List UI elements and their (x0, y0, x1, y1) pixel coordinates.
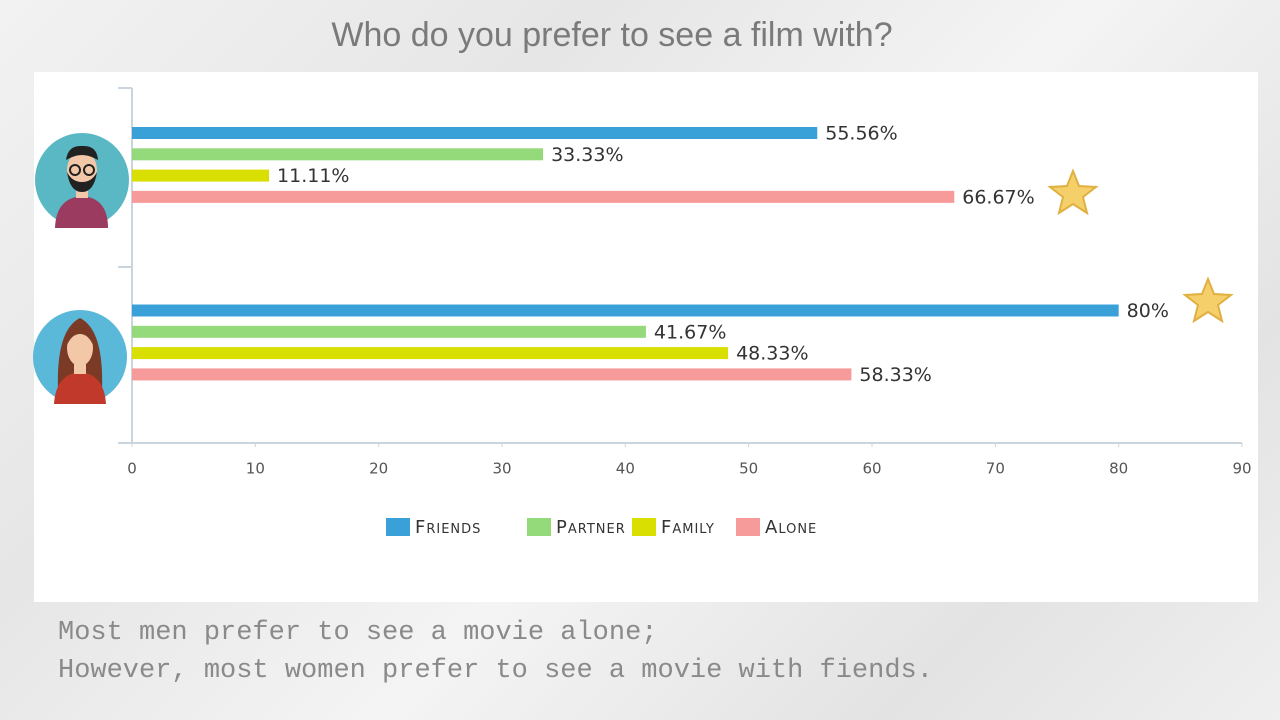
avatar-woman (33, 310, 127, 404)
star (1047, 168, 1099, 216)
legend-label: Alone (765, 517, 817, 538)
value-label: 48.33% (736, 343, 808, 365)
value-label: 80% (1127, 300, 1169, 322)
x-tick-label: 10 (246, 460, 265, 478)
bar (132, 325, 646, 338)
avatar-man (35, 133, 129, 228)
x-tick-label: 70 (986, 460, 1005, 478)
bar (132, 347, 729, 360)
legend-label: Partner (556, 517, 626, 538)
bar (132, 304, 1119, 317)
star (1182, 276, 1234, 324)
bar (132, 368, 852, 381)
title: Who do you prefer to see a film with? (331, 16, 892, 54)
bar (132, 169, 270, 182)
bar (132, 127, 818, 139)
x-tick-label: 20 (369, 460, 388, 478)
legend-swatch (527, 518, 551, 536)
value-label: 55.56% (825, 123, 897, 145)
note: Most men prefer to see a movie alone; (58, 618, 658, 648)
value-label: 66.67% (962, 186, 1034, 208)
legend-label: Friends (415, 517, 481, 538)
legend-swatch (736, 518, 760, 536)
bar (132, 190, 955, 203)
bar (132, 148, 544, 161)
x-tick-label: 0 (127, 460, 137, 478)
legend-swatch (386, 518, 410, 536)
note: However, most women prefer to see a movi… (58, 656, 933, 686)
x-tick-label: 50 (739, 460, 758, 478)
value-label: 58.33% (859, 364, 931, 386)
value-label: 11.11% (277, 165, 349, 187)
legend-label: Family (661, 517, 715, 538)
x-tick-label: 60 (862, 460, 881, 478)
value-label: 41.67% (654, 321, 726, 343)
x-tick-label: 80 (1109, 460, 1128, 478)
x-tick-label: 30 (492, 460, 511, 478)
x-tick-label: 90 (1232, 460, 1251, 478)
value-label: 33.33% (551, 144, 623, 166)
x-tick-label: 40 (616, 460, 635, 478)
legend-swatch (632, 518, 656, 536)
